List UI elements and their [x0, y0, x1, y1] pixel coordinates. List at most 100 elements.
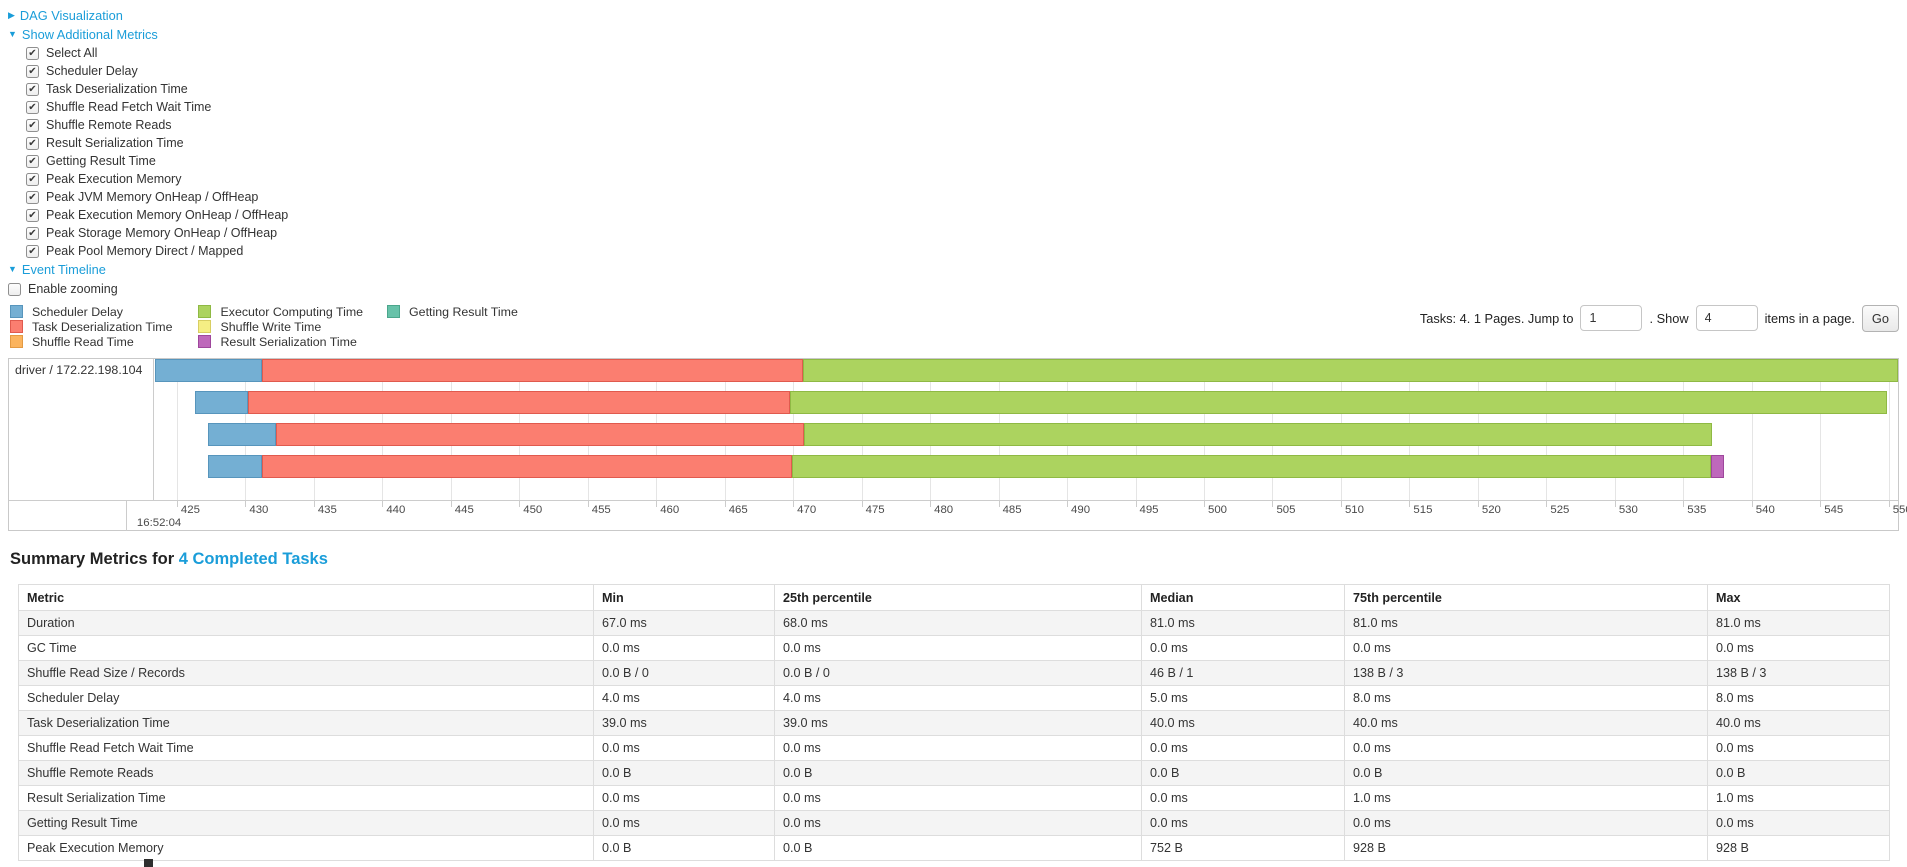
executor-computing-time-swatch-icon	[198, 305, 212, 318]
legend-label: Shuffle Write Time	[220, 319, 322, 334]
summary-cell: 5.0 ms	[1141, 685, 1345, 711]
summary-cell: 0.0 ms	[1707, 735, 1890, 761]
jump-to-page-input[interactable]	[1580, 305, 1643, 331]
summary-cell: 40.0 ms	[1707, 710, 1890, 736]
task-segment-task-deserialization-time[interactable]	[261, 359, 803, 382]
timeline-task-row	[155, 455, 1899, 478]
axis-tick-label: 470	[797, 504, 817, 516]
summary-cell: 138 B / 3	[1707, 660, 1890, 686]
summary-cell: Shuffle Remote Reads	[18, 760, 594, 786]
metric-checkbox-row: ✔ Result Serialization Time	[26, 134, 1899, 152]
go-button[interactable]: Go	[1861, 304, 1899, 332]
axis-tick	[382, 501, 384, 507]
metric-checkbox-row: ✔ Peak Execution Memory OnHeap / OffHeap	[26, 206, 1899, 224]
checkbox-checked-icon[interactable]: ✔	[26, 226, 39, 240]
axis-tick	[1135, 501, 1137, 507]
summary-cell: 928 B	[1707, 835, 1890, 861]
axis-tick-label: 500	[1208, 504, 1228, 516]
checkbox-checked-icon[interactable]: ✔	[26, 136, 39, 150]
summary-cell: 81.0 ms	[1707, 610, 1890, 636]
checkbox-checked-icon[interactable]: ✔	[26, 118, 39, 132]
task-segment-scheduler-delay[interactable]	[155, 359, 262, 382]
summary-cell: 0.0 ms	[593, 810, 775, 836]
items-per-page-input[interactable]	[1695, 305, 1758, 331]
task-segment-scheduler-delay[interactable]	[194, 391, 249, 414]
axis-tick	[1272, 501, 1274, 507]
summary-cell: Task Deserialization Time	[18, 710, 594, 736]
metric-checkbox-row: ✔ Peak Execution Memory	[26, 170, 1899, 188]
metric-checkbox-label: Shuffle Remote Reads	[46, 118, 172, 132]
summary-cell: 0.0 B	[593, 760, 775, 786]
summary-cell: 138 B / 3	[1344, 660, 1708, 686]
summary-cell: 752 B	[1141, 835, 1345, 861]
axis-time-label: 16:52:04	[136, 517, 182, 529]
summary-header-cell: Metric	[18, 584, 594, 611]
timeline-axis-labels: 425 16:52:04 430 435 440 445 450 455 460 465 470 47…	[137, 501, 1907, 532]
task-segment-executor-computing-time[interactable]	[791, 455, 1711, 478]
checkbox-checked-icon[interactable]: ✔	[26, 154, 39, 168]
table-body: Duration 67.0 ms 68.0 ms 81.0 ms 81.0 ms 81.0…	[18, 610, 1890, 861]
pagination-suffix-text: items in a page.	[1764, 310, 1855, 326]
checkbox-unchecked-icon[interactable]	[8, 282, 21, 296]
legend-item: Shuffle Read Time	[10, 334, 172, 349]
task-segment-scheduler-delay[interactable]	[208, 423, 276, 446]
task-segment-task-deserialization-time[interactable]	[261, 455, 792, 478]
task-segment-executor-computing-time[interactable]	[804, 423, 1713, 446]
summary-cell: 928 B	[1344, 835, 1708, 861]
axis-tick	[1340, 501, 1342, 507]
metric-checkbox-row: ✔ Task Deserialization Time	[26, 80, 1899, 98]
checkbox-checked-icon[interactable]: ✔	[26, 100, 39, 114]
summary-table-row: Peak Execution Memory 0.0 B 0.0 B 752 B 928 …	[18, 835, 1890, 861]
summary-cell: 0.0 B / 0	[774, 660, 1142, 686]
axis-tick	[450, 501, 452, 507]
task-segment-task-deserialization-time[interactable]	[248, 391, 791, 414]
axis-tick-label: 460	[660, 504, 680, 516]
axis-tick	[998, 501, 1000, 507]
checkbox-checked-icon[interactable]: ✔	[26, 46, 39, 60]
summary-table-row: Shuffle Read Fetch Wait Time 0.0 ms 0.0 ms…	[18, 735, 1890, 761]
show-additional-metrics-toggle[interactable]: ▼ Show Additional Metrics	[8, 25, 1899, 44]
summary-cell: 39.0 ms	[774, 710, 1142, 736]
axis-tick-label: 485	[1002, 504, 1022, 516]
axis-tick-label: 550	[1892, 504, 1907, 516]
timeline-plot-area	[155, 359, 1899, 500]
checkbox-checked-icon[interactable]: ✔	[26, 64, 39, 78]
legend-column: Getting Result Time	[387, 304, 518, 349]
summary-cell: 0.0 B	[1707, 760, 1890, 786]
legend-label: Executor Computing Time	[220, 304, 364, 319]
axis-tick	[1204, 501, 1205, 507]
axis-tick-label: 535	[1687, 504, 1707, 516]
task-segment-executor-computing-time[interactable]	[802, 359, 1899, 382]
checkbox-checked-icon[interactable]: ✔	[26, 190, 39, 204]
checkbox-checked-icon[interactable]: ✔	[26, 172, 39, 186]
axis-tick	[1888, 501, 1890, 507]
completed-tasks-link[interactable]: 4 Completed Tasks	[178, 550, 328, 568]
metric-checkbox-label: Peak Pool Memory Direct / Mapped	[46, 244, 244, 258]
summary-cell: 0.0 ms	[1141, 735, 1345, 761]
axis-tick	[1546, 501, 1548, 507]
task-segment-executor-computing-time[interactable]	[790, 391, 1888, 414]
axis-tick	[1820, 501, 1822, 507]
timeline-axis: 425 16:52:04 430 435 440 445 450 455 460 465 470 47…	[9, 500, 1907, 532]
axis-tick	[519, 501, 521, 507]
task-segment-result-serialization-time[interactable]	[1710, 455, 1725, 478]
axis-tick-label: 525	[1550, 504, 1570, 516]
checkbox-checked-icon[interactable]: ✔	[26, 244, 39, 258]
task-segment-task-deserialization-time[interactable]	[275, 423, 805, 446]
getting-result-time-swatch-icon	[387, 305, 401, 318]
summary-cell: 8.0 ms	[1707, 685, 1890, 711]
pagination-mid-text: . Show	[1649, 310, 1689, 326]
checkbox-checked-icon[interactable]: ✔	[26, 82, 39, 96]
axis-tick-label: 425	[180, 504, 200, 516]
axis-tick	[1683, 501, 1685, 507]
dag-visualization-toggle[interactable]: ▶ DAG Visualization	[8, 6, 1899, 25]
summary-metrics-title: Summary Metrics for 4 Completed Tasks	[10, 550, 1899, 569]
axis-tick-label: 440	[386, 504, 406, 516]
axis-tick-label: 475	[865, 504, 885, 516]
event-timeline-toggle[interactable]: ▼ Event Timeline	[8, 260, 1899, 279]
metrics-checkbox-list: ✔ Select All ✔ Scheduler Delay ✔ Task Deseria…	[8, 44, 1899, 260]
checkbox-checked-icon[interactable]: ✔	[26, 208, 39, 222]
metric-checkbox-label: Result Serialization Time	[46, 136, 184, 150]
timeline-task-row	[155, 359, 1899, 382]
task-segment-scheduler-delay[interactable]	[208, 455, 262, 478]
